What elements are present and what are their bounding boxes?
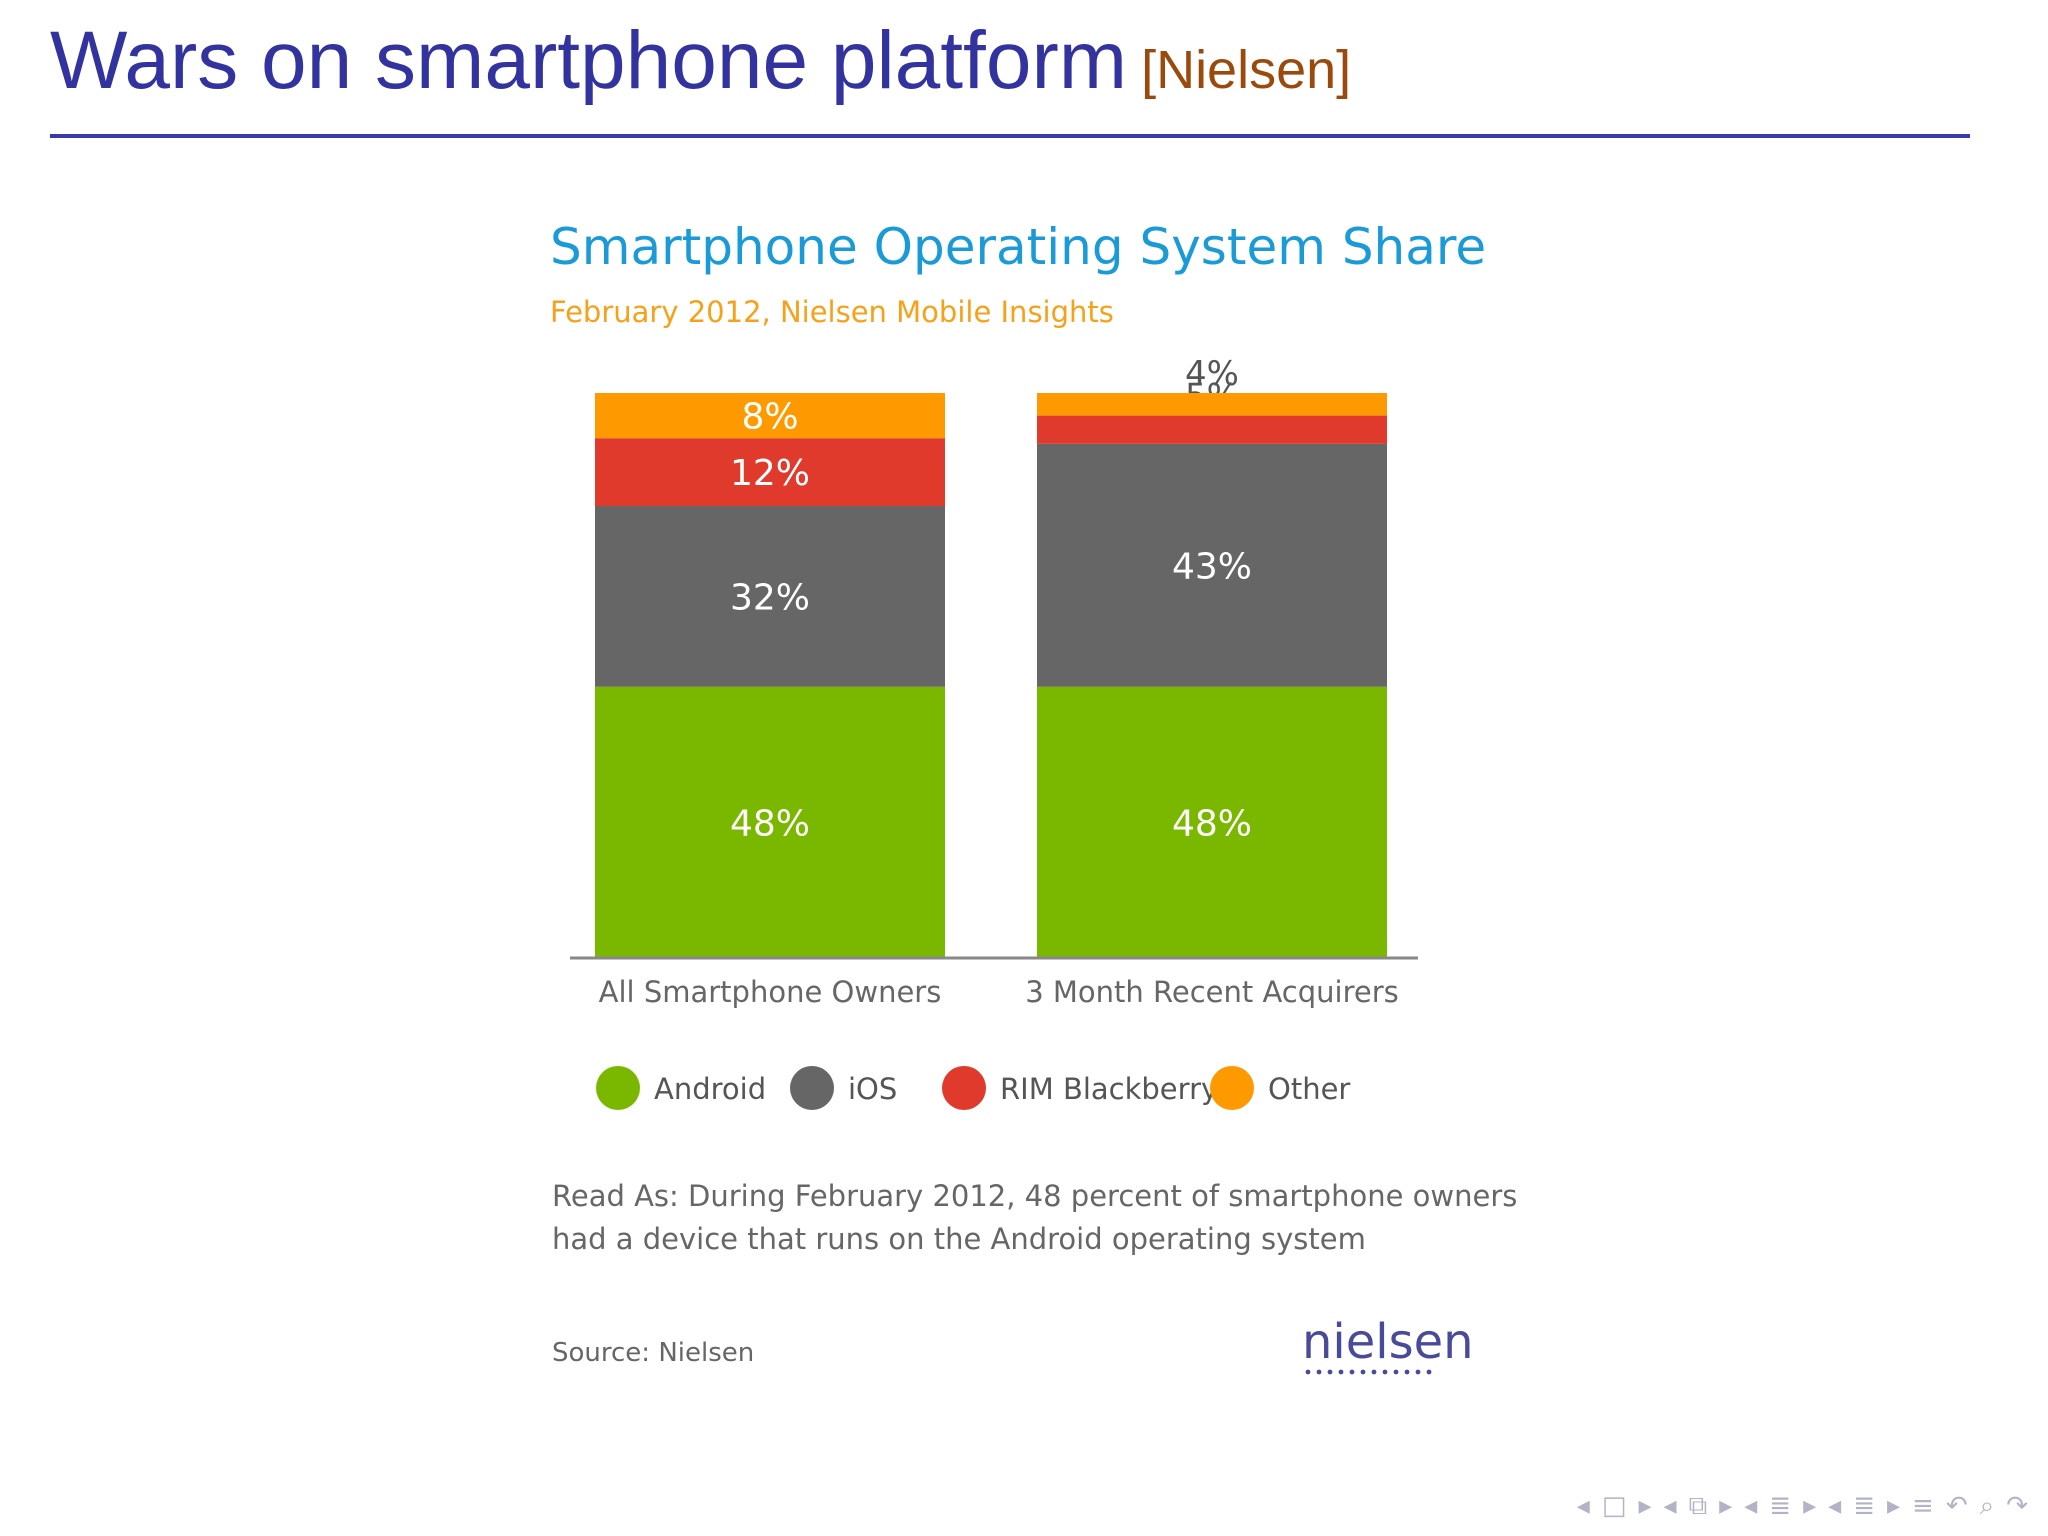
slide-citation: [Nielsen] xyxy=(1141,40,1352,100)
legend-swatch xyxy=(596,1066,640,1110)
data-label: 43% xyxy=(1172,546,1252,587)
next-frame-icon[interactable]: ▸ xyxy=(1638,1491,1652,1521)
legend-label: Android xyxy=(654,1072,766,1106)
logo-dot xyxy=(1316,1369,1322,1375)
legend-label: iOS xyxy=(848,1072,897,1106)
legend: Android iOS RIM Blackberry Other xyxy=(596,1066,1350,1110)
bar-segment-other-1 xyxy=(595,393,945,439)
x-tick-label: All Smartphone Owners xyxy=(599,975,942,1009)
data-label: 12% xyxy=(730,453,810,494)
chart-title: Smartphone Operating System Share xyxy=(550,218,1486,276)
slide-navigation: ◂ □ ▸ ◂ ⧉ ▸ ◂ ≣ ▸ ◂ ≣ ▸ ≡ ↶ ⌕ ↷ xyxy=(1577,1491,2028,1522)
bar-segment-ios-2 xyxy=(1037,443,1387,687)
next-section-icon[interactable]: ▸ xyxy=(1803,1491,1817,1521)
undo-icon[interactable]: ↶ xyxy=(1945,1491,1968,1521)
logo-dot xyxy=(1349,1369,1355,1375)
logo-dot xyxy=(1404,1369,1410,1375)
prev-subsection-icon[interactable]: ◂ xyxy=(1663,1491,1677,1521)
legend-swatch xyxy=(790,1066,834,1110)
bar-segment-ios-1 xyxy=(595,506,945,687)
list-icon[interactable]: ≣ xyxy=(1853,1491,1875,1521)
section-icon[interactable]: ≣ xyxy=(1769,1491,1792,1521)
legend-label: Other xyxy=(1268,1072,1350,1106)
redo-icon[interactable]: ↷ xyxy=(2006,1491,2028,1521)
subsection-icon[interactable]: ⧉ xyxy=(1688,1491,1708,1521)
logo-dot xyxy=(1426,1369,1432,1375)
frame-icon[interactable]: □ xyxy=(1601,1491,1627,1521)
chart-subtitle: February 2012, Nielsen Mobile Insights xyxy=(550,295,1114,329)
data-label: 48% xyxy=(1172,803,1252,844)
source-text: Source: Nielsen xyxy=(552,1338,754,1368)
bar-segment-rim-blackberry-1 xyxy=(595,438,945,506)
nielsen-logo: nielsen xyxy=(1302,1314,1474,1370)
logo-dot xyxy=(1382,1369,1388,1375)
next-list-icon[interactable]: ▸ xyxy=(1886,1491,1901,1521)
bar-segment-android-1 xyxy=(595,686,945,958)
data-label: 4% xyxy=(1185,354,1239,394)
legend-swatch xyxy=(942,1066,986,1110)
logo-dot xyxy=(1305,1369,1311,1375)
data-label: 8% xyxy=(741,397,798,438)
x-tick-labels: All Smartphone Owners 3 Month Recent Acqu… xyxy=(599,975,1399,1009)
note-line-1: Read As: During February 2012, 48 percen… xyxy=(552,1179,1517,1213)
x-tick-label: 3 Month Recent Acquirers xyxy=(1025,975,1399,1009)
bar-segment-android-2 xyxy=(1037,686,1387,958)
note-line-2: had a device that runs on the Android op… xyxy=(552,1222,1366,1256)
bar-segment-rim-blackberry-2 xyxy=(1037,415,1387,444)
title-underline xyxy=(50,134,1970,138)
legend-swatch xyxy=(1210,1066,1254,1110)
logo-dot xyxy=(1327,1369,1333,1375)
logo-dot xyxy=(1393,1369,1399,1375)
bar-segment-other-2 xyxy=(1037,393,1387,416)
slide-title: Wars on smartphone platform [Nielsen] xyxy=(50,14,1351,108)
data-label: 32% xyxy=(730,577,810,618)
logo-dot xyxy=(1371,1369,1377,1375)
legend-label: RIM Blackberry xyxy=(1000,1072,1218,1106)
data-label: 48% xyxy=(730,803,810,844)
logo-dot xyxy=(1360,1369,1366,1375)
search-icon[interactable]: ⌕ xyxy=(1979,1491,1995,1521)
prev-list-icon[interactable]: ◂ xyxy=(1828,1491,1842,1521)
logo-dot xyxy=(1338,1369,1344,1375)
bars-layer: 48%32%12%8%48%43%5%4% xyxy=(595,354,1387,958)
align-icon[interactable]: ≡ xyxy=(1912,1491,1934,1521)
next-subsection-icon[interactable]: ▸ xyxy=(1719,1491,1733,1521)
slide-title-text: Wars on smartphone platform xyxy=(50,15,1128,106)
nielsen-logo-dots xyxy=(1305,1369,1432,1375)
logo-dot xyxy=(1415,1369,1421,1375)
prev-frame-icon[interactable]: ◂ xyxy=(1576,1491,1590,1521)
prev-section-icon[interactable]: ◂ xyxy=(1744,1491,1758,1521)
